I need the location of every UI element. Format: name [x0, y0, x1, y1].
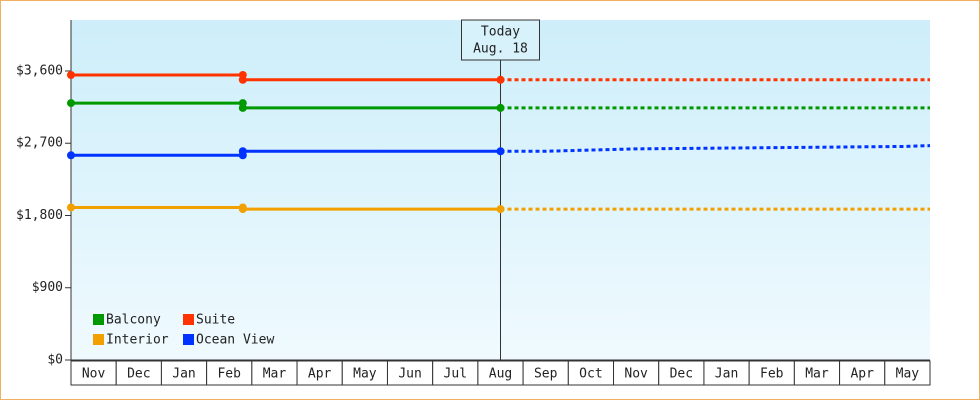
x-tick-label: Nov [624, 367, 648, 382]
legend-label: Interior [106, 333, 169, 348]
x-tick-label: May [896, 367, 920, 382]
x-cell [432, 360, 479, 386]
x-tick-label: Jun [398, 367, 421, 382]
x-cell [341, 360, 388, 386]
x-cell [703, 360, 750, 386]
x-cell [115, 360, 162, 386]
y-tick-label: $1,800 [16, 208, 63, 223]
x-tick-label: Feb [217, 367, 241, 382]
x-tick-label: Mar [805, 367, 829, 382]
x-cell [160, 360, 208, 386]
price-point [238, 205, 247, 214]
legend-label: Balcony [106, 313, 161, 328]
x-cell [477, 360, 524, 386]
x-cell [251, 360, 298, 386]
legend-swatch [93, 334, 104, 345]
today-box [461, 19, 540, 61]
price-point [67, 203, 75, 212]
x-tick-label: Dec [127, 367, 150, 382]
price-point [67, 151, 75, 160]
x-cell [793, 360, 841, 386]
today-date: Aug. 18 [473, 42, 528, 57]
x-tick-label: Jan [172, 367, 195, 382]
x-cell [613, 360, 660, 386]
x-tick-label: Dec [670, 367, 693, 382]
x-cell [748, 360, 795, 386]
x-cell [884, 360, 931, 386]
price-point [67, 99, 75, 108]
price-point [238, 75, 247, 84]
y-tick-label: $3,600 [16, 63, 63, 78]
x-tick-label: Sep [534, 367, 558, 382]
x-tick-label: Jul [444, 367, 467, 382]
price-line [71, 205, 501, 211]
price-point [496, 147, 505, 156]
price-point [238, 147, 247, 156]
price-point [496, 205, 505, 214]
price-point [67, 70, 75, 79]
x-tick-label: Apr [308, 367, 332, 382]
legend-swatch [183, 314, 194, 325]
x-cell [296, 360, 343, 386]
x-cell [70, 360, 117, 386]
x-cell [386, 360, 434, 386]
x-tick-label: Jan [715, 367, 738, 382]
price-point [496, 103, 505, 112]
legend-label: Ocean View [196, 333, 274, 348]
x-tick-label: Feb [760, 367, 784, 382]
x-tick-label: Apr [850, 367, 874, 382]
x-tick-label: Aug [489, 367, 512, 382]
today-label: Today [481, 25, 520, 40]
y-tick-label: $2,700 [16, 136, 63, 151]
y-tick-label: $0 [47, 353, 63, 368]
forecast-line [500, 144, 931, 153]
legend-swatch [183, 334, 194, 345]
x-cell [839, 360, 886, 386]
price-point [238, 103, 247, 112]
x-cell [206, 360, 253, 386]
y-tick-label: $900 [32, 280, 63, 295]
legend-swatch [93, 314, 104, 325]
x-tick-label: Mar [263, 367, 287, 382]
x-tick-label: May [353, 367, 377, 382]
x-tick-label: Oct [579, 367, 602, 382]
x-cell [658, 360, 705, 386]
legend-label: Suite [196, 313, 235, 328]
price-point [496, 75, 505, 84]
x-tick-label: Nov [82, 367, 106, 382]
